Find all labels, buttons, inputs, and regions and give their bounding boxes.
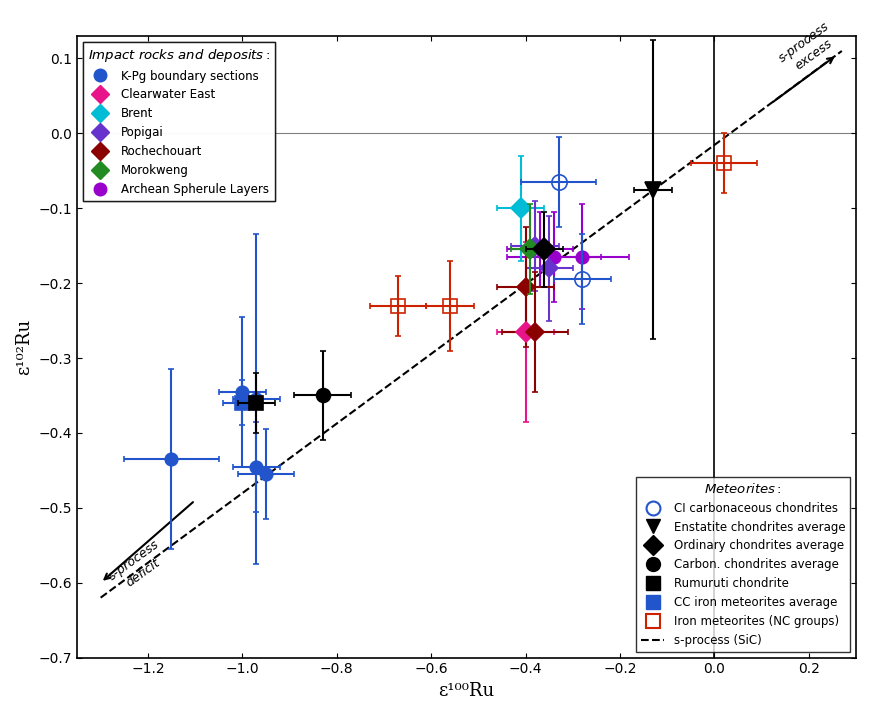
X-axis label: ε¹⁰⁰Ru: ε¹⁰⁰Ru bbox=[438, 682, 495, 700]
Text: s-process
deficit: s-process deficit bbox=[106, 538, 171, 596]
Y-axis label: ε¹⁰²Ru: ε¹⁰²Ru bbox=[15, 319, 33, 375]
Text: s-process
excess: s-process excess bbox=[777, 20, 841, 77]
Legend: CI carbonaceous chondrites, Enstatite chondrites average, Ordinary chondrites av: CI carbonaceous chondrites, Enstatite ch… bbox=[636, 477, 850, 651]
